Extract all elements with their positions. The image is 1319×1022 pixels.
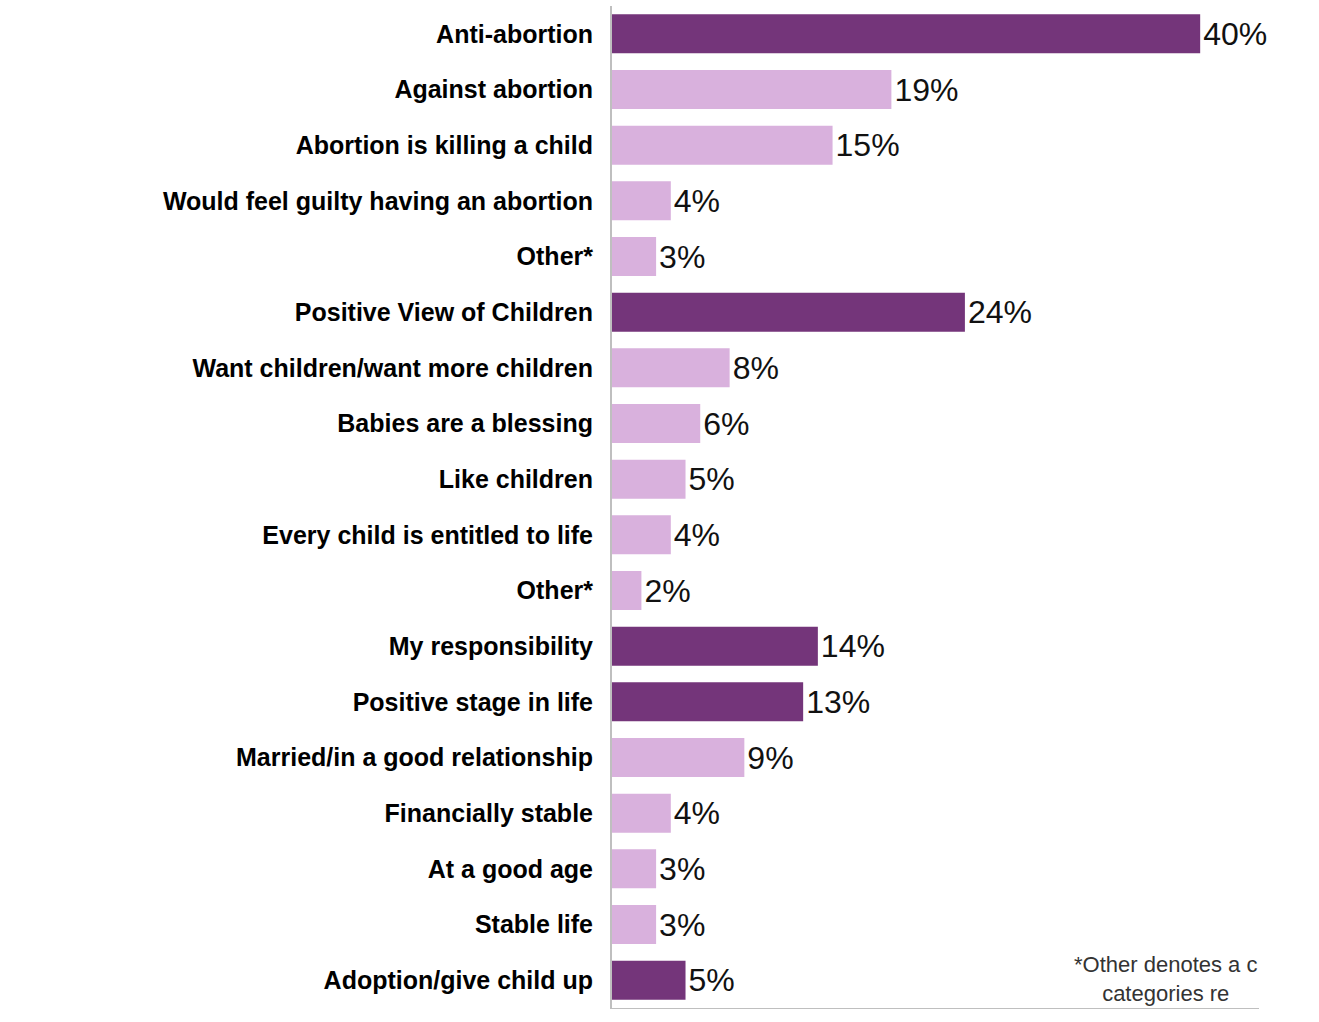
svg-text:3%: 3% (659, 239, 705, 275)
svg-text:Financially stable: Financially stable (385, 799, 594, 827)
svg-text:My responsibility: My responsibility (389, 632, 593, 660)
svg-text:4%: 4% (674, 183, 720, 219)
svg-text:Against abortion: Against abortion (394, 75, 593, 103)
svg-text:19%: 19% (894, 72, 958, 108)
svg-text:6%: 6% (703, 406, 749, 442)
svg-text:Would feel guilty having an ab: Would feel guilty having an abortion (163, 187, 593, 215)
svg-text:Every child is entitled to lif: Every child is entitled to life (262, 521, 593, 549)
svg-text:Want children/want more childr: Want children/want more children (192, 354, 593, 382)
svg-text:Anti-abortion: Anti-abortion (436, 20, 593, 48)
svg-text:At a good age: At a good age (428, 855, 593, 883)
svg-text:5%: 5% (689, 962, 735, 998)
svg-text:2%: 2% (644, 573, 690, 609)
svg-text:3%: 3% (659, 851, 705, 887)
svg-text:Other*: Other* (517, 576, 594, 604)
svg-text:Positive View of Children: Positive View of Children (295, 298, 593, 326)
svg-text:Adoption/give child up: Adoption/give child up (324, 966, 593, 994)
svg-text:40%: 40% (1203, 16, 1267, 52)
svg-text:4%: 4% (674, 517, 720, 553)
svg-text:5%: 5% (689, 461, 735, 497)
svg-text:Married/in a good relationship: Married/in a good relationship (236, 743, 593, 771)
svg-text:Stable life: Stable life (475, 910, 593, 938)
svg-text:Abortion is killing a child: Abortion is killing a child (296, 131, 593, 159)
svg-text:Other*: Other* (517, 242, 594, 270)
svg-text:14%: 14% (821, 628, 885, 664)
svg-text:3%: 3% (659, 907, 705, 943)
svg-text:Positive stage in life: Positive stage in life (353, 688, 593, 716)
svg-text:13%: 13% (806, 684, 870, 720)
svg-text:9%: 9% (747, 740, 793, 776)
svg-text:Babies are a blessing: Babies are a blessing (337, 409, 593, 437)
svg-text:8%: 8% (733, 350, 779, 386)
svg-text:*Other denotes a ccategories r: *Other denotes a ccategories re (1074, 952, 1257, 1006)
svg-text:4%: 4% (674, 795, 720, 831)
svg-text:15%: 15% (836, 127, 900, 163)
svg-text:Like children: Like children (439, 465, 593, 493)
svg-text:24%: 24% (968, 294, 1032, 330)
